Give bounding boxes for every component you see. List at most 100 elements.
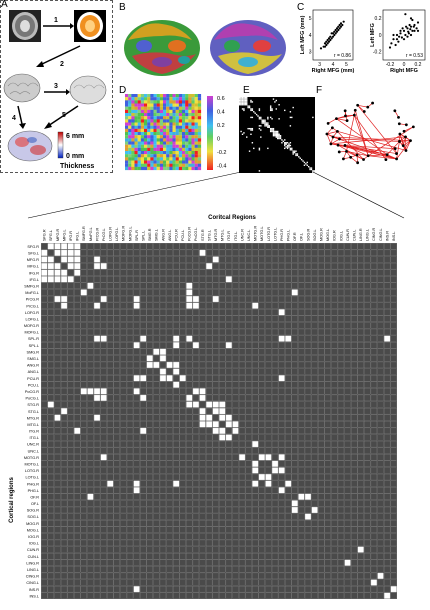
matrix-cell: [179, 335, 186, 342]
matrix-cell: [74, 381, 81, 388]
matrix-cell: [364, 315, 371, 322]
matrix-cell: [107, 506, 114, 514]
matrix-cell: [383, 467, 391, 474]
matrix-cell: [147, 163, 151, 167]
matrix-cell: [125, 160, 129, 164]
matrix-cell: [298, 566, 305, 573]
matrix-cell: [47, 322, 55, 329]
matrix-cell: [126, 460, 134, 467]
matrix-cell: [100, 348, 107, 355]
binary-diagonal-cell: [275, 133, 277, 135]
matrix-cell: [199, 579, 206, 586]
row-label: PrCG.L: [26, 304, 39, 308]
matrix-cell-connected: [192, 302, 200, 309]
matrix-cell-connected: [93, 394, 101, 402]
column-label: ITG.R: [227, 231, 231, 241]
matrix-cell: [318, 427, 325, 435]
matrix-cell: [304, 302, 312, 309]
matrix-cell: [357, 361, 364, 369]
matrix-cell: [324, 381, 331, 388]
network-node: [336, 143, 340, 147]
matrix-cell: [212, 513, 219, 520]
matrix-cell: [225, 295, 233, 303]
matrix-cell: [67, 414, 74, 421]
matrix-cell: [238, 249, 246, 257]
matrix-cell: [150, 122, 154, 126]
matrix-cell: [364, 447, 371, 454]
row-label: MFG.R: [27, 258, 39, 262]
matrix-cell: [383, 421, 391, 428]
matrix-cell: [225, 289, 233, 296]
matrix-cell: [383, 249, 391, 257]
matrix-cell: [351, 342, 358, 349]
matrix-cell: [159, 520, 167, 527]
matrix-cell: [137, 100, 141, 104]
scatter-point: [416, 29, 420, 32]
matrix-cell: [178, 144, 183, 148]
matrix-cell: [205, 295, 213, 303]
matrix-cell: [278, 276, 285, 283]
binary-diagonal-cell: [289, 147, 292, 150]
matrix-cell-connected: [278, 467, 285, 474]
matrix-cell: [265, 526, 272, 533]
matrix-cell: [153, 454, 160, 461]
matrix-cell: [370, 427, 378, 435]
matrix-cell: [298, 506, 305, 514]
matrix-cell: [238, 533, 246, 540]
matrix-cell: [67, 473, 74, 481]
matrix-cell: [126, 546, 134, 553]
matrix-cell: [182, 116, 186, 120]
matrix-cell: [173, 282, 180, 289]
matrix-cell: [137, 157, 141, 161]
matrix-cell: [188, 151, 192, 155]
matrix-cell: [278, 421, 285, 428]
matrix-cell: [113, 309, 120, 316]
matrix-cell: [337, 282, 345, 289]
matrix-cell: [93, 546, 101, 553]
matrix-cell-connected: [54, 249, 61, 257]
matrix-cell: [186, 539, 193, 547]
matrix-cell: [41, 513, 48, 520]
matrix-cell: [166, 154, 170, 158]
network-node: [352, 113, 356, 117]
matrix-cell: [258, 467, 265, 474]
matrix-cell: [80, 243, 87, 250]
matrix-cell: [113, 493, 120, 500]
matrix-cell: [219, 493, 226, 500]
matrix-cell: [113, 533, 120, 540]
matrix-cell: [80, 375, 87, 382]
matrix-cell: [383, 348, 391, 355]
row-label: SMG.R: [27, 350, 40, 354]
matrix-cell: [67, 467, 74, 474]
matrix-cell: [80, 454, 87, 461]
matrix-cell: [205, 506, 213, 514]
network-edge: [344, 145, 397, 154]
matrix-cell: [74, 309, 81, 316]
matrix-cell: [258, 592, 265, 599]
matrix-cell: [344, 440, 351, 448]
matrix-cell: [298, 473, 305, 481]
matrix-cell: [93, 434, 101, 441]
matrix-cell: [291, 539, 298, 547]
matrix-cell: [133, 592, 140, 599]
matrix-cell: [54, 460, 61, 467]
matrix-cell: [159, 447, 167, 454]
scatter-point: [399, 32, 402, 35]
matrix-cell-connected: [225, 421, 233, 428]
matrix-cell: [344, 579, 351, 586]
matrix-cell: [238, 460, 246, 467]
matrix-cell: [166, 94, 170, 98]
matrix-cell: [140, 388, 147, 395]
network-edge: [354, 114, 387, 160]
matrix-cell: [252, 473, 259, 481]
matrix-cell: [324, 315, 331, 322]
x-tick-label: 4: [332, 62, 335, 68]
matrix-cell: [219, 421, 226, 428]
matrix-cell: [357, 295, 364, 303]
matrix-cell: [156, 94, 160, 98]
matrix-cell: [225, 480, 233, 487]
matrix-cell-connected: [60, 249, 68, 257]
matrix-cell: [285, 394, 292, 402]
matrix-cell: [258, 276, 265, 283]
matrix-cell: [185, 128, 189, 133]
